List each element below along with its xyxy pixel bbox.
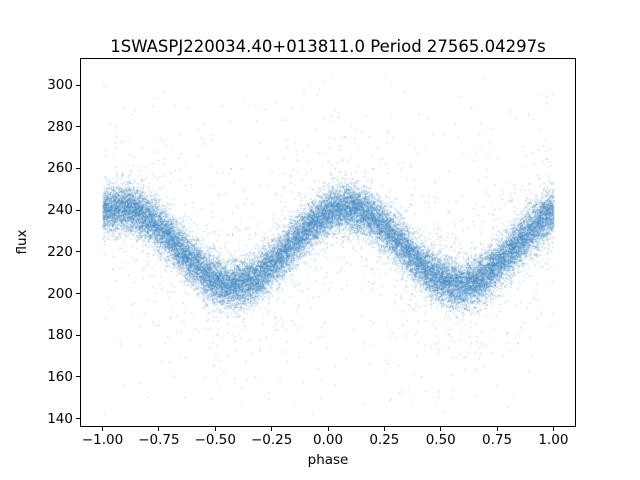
x-tick-label: −0.50 — [194, 432, 236, 448]
x-tick-label: 0.25 — [369, 432, 400, 448]
y-tick-mark — [76, 84, 80, 86]
y-tick-label: 240 — [47, 202, 73, 219]
x-tick-mark — [214, 427, 216, 431]
x-tick-label: 0.00 — [312, 432, 344, 448]
x-tick-mark — [271, 427, 273, 431]
x-tick-label: 0.50 — [425, 432, 456, 448]
y-tick-mark — [76, 251, 80, 253]
x-tick-mark — [440, 427, 442, 431]
x-axis-label: phase — [307, 452, 349, 468]
y-tick-mark — [76, 167, 80, 169]
y-tick-mark — [76, 126, 80, 128]
y-tick-mark — [76, 418, 80, 420]
y-tick-label: 160 — [47, 368, 73, 385]
y-tick-label: 200 — [47, 285, 73, 302]
y-tick-mark — [76, 334, 80, 336]
y-tick-label: 140 — [47, 410, 73, 427]
x-tick-label: 0.75 — [482, 432, 513, 448]
scatter-canvas — [80, 58, 576, 427]
chart-title: 1SWASPJ220034.40+013811.0 Period 27565.0… — [110, 37, 546, 56]
y-tick-mark — [76, 376, 80, 378]
y-tick-label: 280 — [47, 118, 73, 135]
x-tick-mark — [158, 427, 160, 431]
y-tick-label: 260 — [47, 160, 73, 177]
y-tick-label: 220 — [47, 243, 73, 260]
y-tick-label: 300 — [47, 77, 73, 94]
y-tick-mark — [76, 209, 80, 211]
x-tick-label: −0.25 — [250, 432, 293, 448]
x-tick-mark — [327, 427, 329, 431]
x-tick-label: −1.00 — [81, 432, 124, 448]
x-tick-label: −0.75 — [138, 432, 180, 448]
y-tick-label: 180 — [47, 327, 73, 344]
x-tick-mark — [552, 427, 554, 431]
y-tick-mark — [76, 293, 80, 295]
x-tick-mark — [383, 427, 385, 431]
x-tick-label: 1.00 — [538, 432, 569, 448]
x-tick-mark — [496, 427, 498, 431]
x-tick-mark — [102, 427, 104, 431]
